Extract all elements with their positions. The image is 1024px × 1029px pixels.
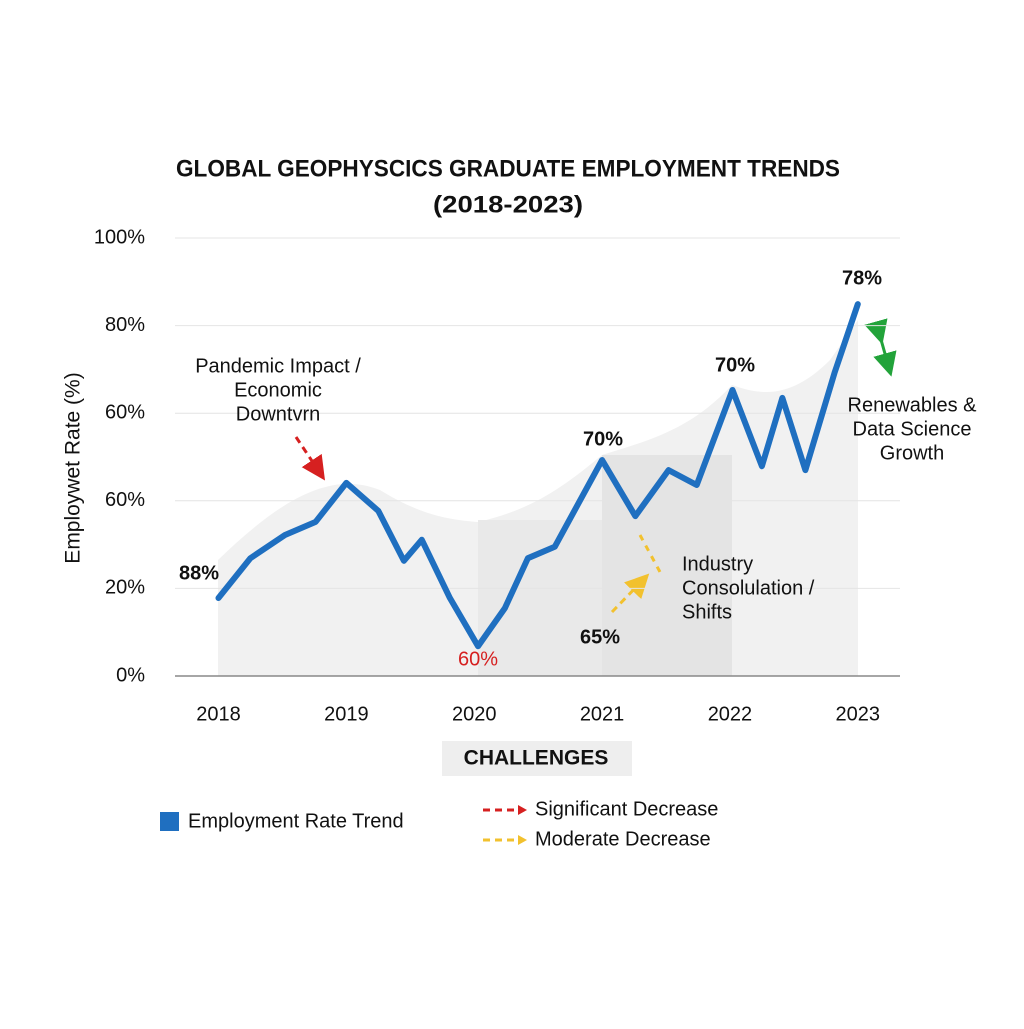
annotation: Economic xyxy=(234,379,322,401)
y-tick-label: 0% xyxy=(116,664,145,686)
y-tick-label: 60% xyxy=(105,401,145,423)
legend-swatch xyxy=(160,812,179,831)
y-axis-label: Employwet Rate (%) xyxy=(62,372,85,563)
annotation: Shifts xyxy=(682,601,732,623)
chart-title: (2018-2023) xyxy=(433,191,583,218)
legend-label: Moderate Decrease xyxy=(535,828,711,850)
legend-label: Employment Rate Trend xyxy=(188,810,404,832)
annotation: Downtvrn xyxy=(236,403,320,425)
x-tick-label: 2019 xyxy=(324,703,369,725)
x-tick-label: 2018 xyxy=(196,703,241,725)
x-tick-label: 2021 xyxy=(580,703,625,725)
annotation-arrows xyxy=(294,318,897,614)
annotation: Renewables & xyxy=(848,394,978,416)
annotation: CHALLENGES xyxy=(464,747,609,770)
annotation: Pandemic Impact / xyxy=(195,355,361,377)
y-tick-label: 60% xyxy=(105,489,145,511)
x-tick-label: 2023 xyxy=(836,703,881,725)
legend-label: Significant Decrease xyxy=(535,798,718,820)
x-tick-label: 2022 xyxy=(708,703,753,725)
chart-title: GLOBAL GEOPHYSCICS GRADUATE EMPLOYMENT T… xyxy=(176,155,840,182)
legend-arrow-head xyxy=(518,835,527,845)
x-tick-label: 2020 xyxy=(452,703,497,725)
annotation: Industry xyxy=(682,553,753,575)
line-series xyxy=(215,301,861,650)
challenges-box xyxy=(442,741,632,776)
background-shading xyxy=(218,320,858,676)
annotation: Data Science xyxy=(853,418,972,440)
annotation: 70% xyxy=(583,428,623,450)
annotation: 60% xyxy=(458,648,498,670)
annotation: Consolulation / xyxy=(682,577,815,599)
annotation: Growth xyxy=(880,442,944,464)
annotation: 88% xyxy=(179,562,219,584)
annotation: 70% xyxy=(715,354,755,376)
y-tick-label: 80% xyxy=(105,314,145,336)
legend-arrow-head xyxy=(518,805,527,815)
annotation: 78% xyxy=(842,267,882,289)
y-tick-label: 20% xyxy=(105,577,145,599)
annotation: 65% xyxy=(580,626,620,648)
y-tick-label: 100% xyxy=(94,226,145,248)
